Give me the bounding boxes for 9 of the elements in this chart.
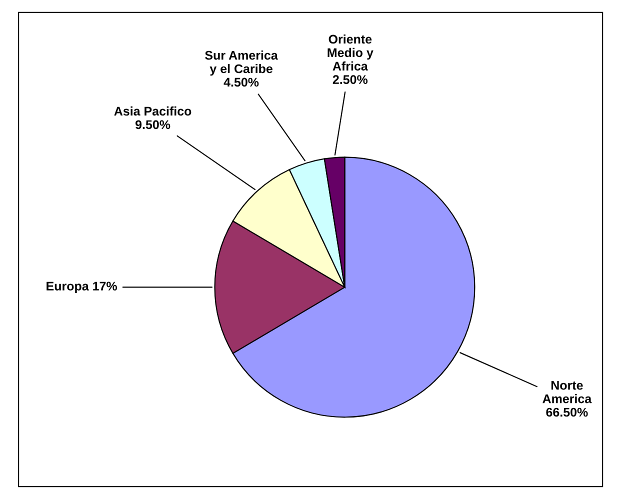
slice-label: Oriente Medio y Africa xyxy=(328,34,374,71)
slice-label: Europa 17% xyxy=(46,282,117,294)
data-label: 2.50% xyxy=(332,75,368,84)
slice-label: Asia Pacifico xyxy=(114,106,192,116)
data-label: 66.50% xyxy=(546,408,588,417)
slice-label: Norte America xyxy=(542,381,592,404)
data-label: 4.50% xyxy=(224,78,259,87)
slice-label: Sur America y el Caribe xyxy=(205,50,278,76)
data-label: 9.50% xyxy=(135,120,170,130)
